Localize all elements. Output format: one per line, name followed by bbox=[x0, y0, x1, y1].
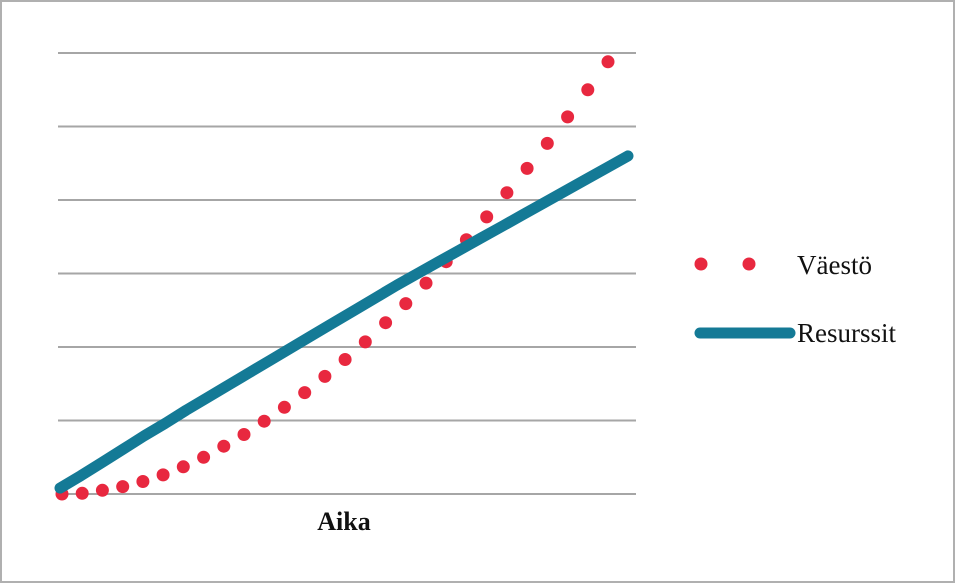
data-point-vaesto bbox=[95, 483, 109, 497]
data-point-vaesto bbox=[480, 210, 494, 224]
x-axis-label: Aika bbox=[317, 507, 370, 536]
legend: Väestö Resurssit bbox=[694, 250, 897, 348]
legend-label-resurssit: Resurssit bbox=[797, 318, 897, 348]
data-point-vaesto bbox=[540, 136, 554, 150]
series-line-resurssit bbox=[54, 150, 634, 494]
series-layer bbox=[54, 55, 634, 501]
data-point-vaesto bbox=[116, 480, 130, 494]
data-point-vaesto bbox=[520, 161, 534, 175]
legend-marker-dot bbox=[742, 257, 756, 271]
data-point-vaesto bbox=[419, 276, 433, 290]
data-point-vaesto bbox=[379, 316, 393, 330]
data-point-vaesto bbox=[217, 439, 231, 453]
legend-entry-resurssit: Resurssit bbox=[694, 318, 897, 348]
data-point-vaesto bbox=[399, 297, 413, 311]
data-point-vaesto bbox=[318, 369, 332, 383]
data-point-vaesto bbox=[156, 468, 170, 482]
data-point-vaesto bbox=[197, 450, 211, 464]
data-point-vaesto bbox=[237, 428, 251, 441]
data-point-vaesto bbox=[277, 400, 291, 414]
legend-marker-dot bbox=[694, 257, 708, 271]
data-point-vaesto bbox=[500, 186, 514, 200]
data-point-vaesto bbox=[75, 486, 89, 500]
data-point-vaesto bbox=[257, 414, 271, 428]
data-point-vaesto bbox=[581, 83, 595, 97]
gridlines bbox=[58, 52, 636, 495]
data-point-vaesto bbox=[601, 55, 615, 69]
data-point-vaesto bbox=[561, 110, 575, 124]
data-point-vaesto bbox=[298, 386, 312, 400]
data-point-vaesto bbox=[338, 353, 352, 366]
legend-entry-vaesto: Väestö bbox=[694, 250, 872, 280]
data-point-vaesto bbox=[176, 460, 190, 474]
data-point-vaesto bbox=[358, 335, 372, 349]
legend-label-vaesto: Väestö bbox=[797, 250, 872, 280]
data-point-vaesto bbox=[136, 475, 150, 488]
